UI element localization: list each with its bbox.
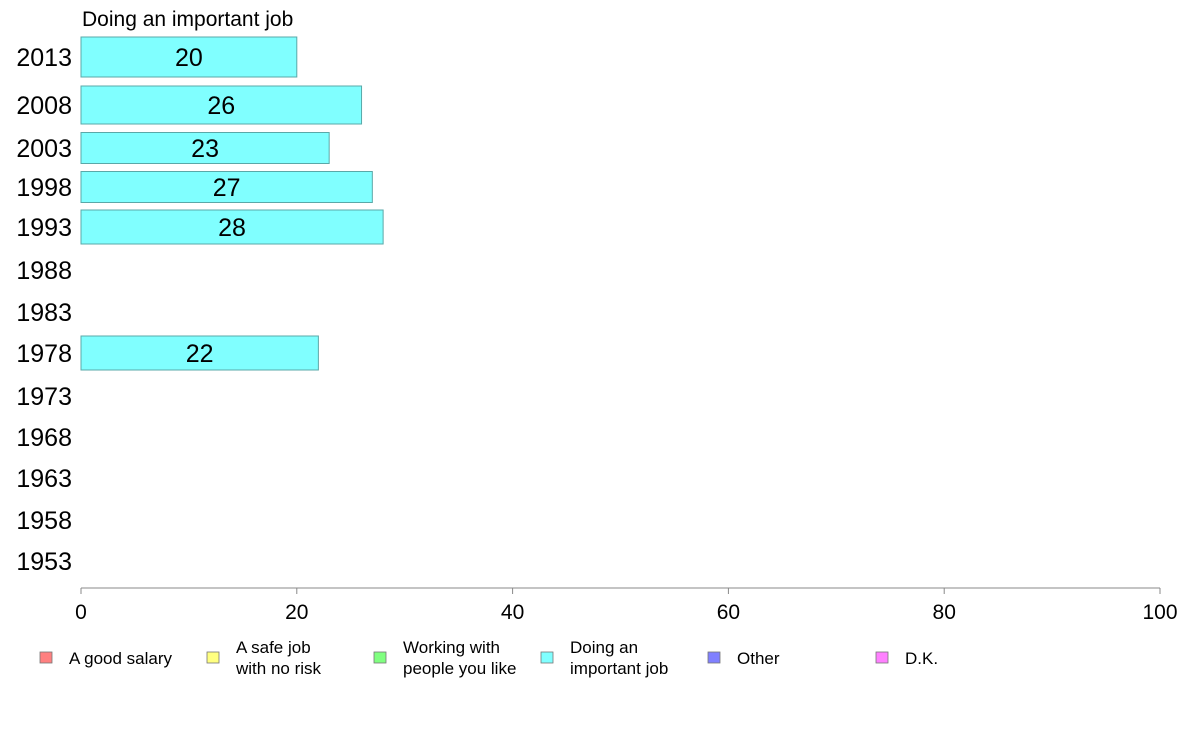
x-axis: 0 20 40 60 80 100 (75, 587, 1178, 624)
year-labels-group: 2013 2008 2003 1998 1993 1988 1983 1978 1973 1968… (16, 44, 72, 576)
legend-swatch-5 (875, 651, 889, 664)
legend-label-1: A safe job with no risk (235, 638, 322, 678)
year-label-1973: 1973 (16, 383, 72, 411)
legend-swatch-1 (206, 651, 220, 664)
chart-title: Doing an important job (82, 8, 293, 31)
legend-label-3: Doing an important job (570, 638, 668, 678)
legend-label-line: A safe job (236, 638, 311, 657)
bar-1993 (80, 209, 384, 245)
bar-1978 (80, 335, 319, 371)
x-tick-label-100: 100 (1142, 601, 1177, 624)
legend-label-line: people you like (403, 659, 516, 678)
legend-label-0: A good salary (69, 649, 173, 668)
legend-label-4: Other (737, 649, 780, 668)
bar-2008 (80, 85, 363, 125)
bar-value-label-2003: 23 (191, 135, 219, 163)
x-tick-label-80: 80 (933, 601, 956, 624)
legend-label-line: A good salary (69, 649, 173, 668)
legend-label-2: Working with people you like (403, 638, 516, 678)
bar-value-label-1998: 27 (213, 174, 241, 202)
year-label-2013: 2013 (16, 44, 72, 72)
legend-label-5: D.K. (905, 649, 938, 668)
bar-1998 (80, 171, 373, 203)
bar-2003 (80, 132, 330, 164)
x-tick-label-60: 60 (717, 601, 740, 624)
legend-swatch-0 (39, 651, 53, 664)
x-tick-label-20: 20 (285, 601, 308, 624)
bar-value-label-2013: 20 (175, 44, 203, 72)
x-tick-label-0: 0 (75, 601, 87, 624)
year-label-2008: 2008 (16, 92, 72, 120)
x-tick-label-40: 40 (501, 601, 524, 624)
bar-value-label-2008: 26 (207, 92, 235, 120)
year-label-1978: 1978 (16, 340, 72, 368)
legend-label-line: important job (570, 659, 668, 678)
year-label-1983: 1983 (16, 299, 72, 327)
legend-swatch-2 (373, 651, 387, 664)
year-label-1993: 1993 (16, 214, 72, 242)
bar-value-label-1993: 28 (218, 214, 246, 242)
legend-swatch-4 (707, 651, 721, 664)
year-label-1998: 1998 (16, 174, 72, 202)
year-label-1963: 1963 (16, 465, 72, 493)
bar-2013 (80, 36, 298, 78)
year-label-1958: 1958 (16, 507, 72, 535)
year-label-1953: 1953 (16, 548, 72, 576)
year-label-1988: 1988 (16, 257, 72, 285)
year-label-1968: 1968 (16, 424, 72, 452)
legend-label-line: Other (737, 649, 780, 668)
legend-swatch-3 (540, 651, 554, 664)
legend-label-line: Doing an (570, 638, 638, 657)
legend-label-line: Working with (403, 638, 500, 657)
bar-value-label-1978: 22 (186, 340, 214, 368)
legend-label-line: D.K. (905, 649, 938, 668)
legend-label-line: with no risk (235, 659, 322, 678)
year-label-2003: 2003 (16, 135, 72, 163)
legend: A good salary A safe job with no risk Worki… (39, 638, 938, 678)
